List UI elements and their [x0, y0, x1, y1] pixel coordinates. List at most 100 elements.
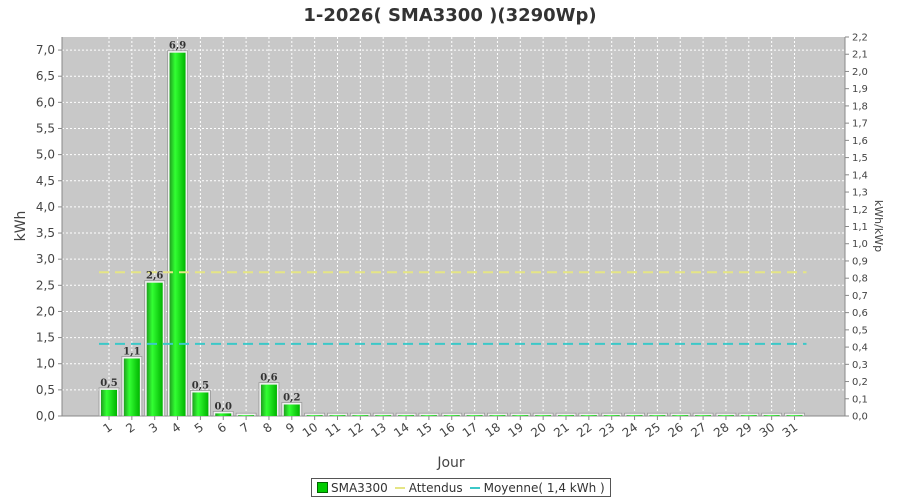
bar-label: 6,9	[169, 41, 186, 52]
right-y-tick-label: 1,7	[852, 119, 868, 130]
bar	[695, 415, 712, 416]
legend-item-attendus: Attendus	[394, 480, 463, 495]
bar-label: 2,6	[146, 271, 163, 282]
bar	[123, 358, 140, 416]
y-tick-label: 5,5	[36, 121, 55, 135]
bar	[466, 415, 483, 416]
right-y-tick-label: 0,3	[852, 360, 868, 371]
x-tick-label: 13	[368, 420, 389, 440]
bar	[260, 384, 277, 416]
bar	[740, 415, 757, 416]
x-tick-label: 9	[283, 420, 297, 436]
right-y-tick-label: 2,1	[852, 50, 868, 61]
legend-item-sma3300: SMA3300	[317, 481, 388, 495]
bar	[558, 415, 574, 416]
y-tick-label: 7,0	[36, 43, 55, 57]
x-tick-label: 28	[711, 420, 732, 440]
right-y-tick-label: 1,0	[852, 239, 868, 250]
right-y-tick-label: 1,1	[852, 222, 868, 233]
right-y-tick-label: 0,2	[852, 377, 868, 388]
bar	[512, 415, 529, 416]
bar	[717, 415, 734, 416]
x-tick-label: 21	[551, 420, 572, 440]
bar	[283, 404, 300, 416]
bar-label: 0,0	[215, 401, 232, 412]
right-y-tick-label: 1,6	[852, 136, 868, 147]
legend-swatch-sma3300	[317, 482, 328, 493]
right-y-tick-label: 1,5	[852, 153, 868, 164]
right-y-tick-label: 0,6	[852, 308, 868, 319]
right-y-tick-label: 1,8	[852, 101, 868, 112]
x-tick-label: 1	[100, 420, 114, 436]
x-tick-label: 25	[643, 420, 664, 440]
right-y-axis: 0,0 0,1 0,2 0,3 0,4 0,5 0,6 0,7 0,8 0,9 1,0 1,1 1,2 1…	[844, 33, 868, 423]
bar-label: 0,6	[260, 373, 277, 384]
x-tick-label: 4	[169, 420, 183, 436]
bar	[101, 389, 117, 416]
x-tick-label: 3	[146, 420, 160, 436]
right-y-axis-label: kWh/kWp	[872, 200, 885, 252]
legend-label-attendus: Attendus	[408, 480, 463, 495]
right-y-tick-label: 0,1	[852, 394, 868, 405]
y-tick-label: 4,5	[36, 174, 55, 188]
plot-area	[62, 37, 845, 416]
right-y-tick-label: 1,4	[852, 170, 868, 181]
x-tick-label: 29	[734, 420, 755, 440]
x-tick-label: 15	[414, 420, 435, 440]
bar	[375, 415, 392, 416]
x-tick-label: 7	[238, 420, 252, 436]
bar	[398, 415, 415, 416]
y-tick-label: 1,0	[36, 357, 55, 371]
grid-lines	[62, 37, 845, 416]
bar	[603, 415, 620, 416]
bar	[580, 415, 597, 416]
x-tick-label: 23	[597, 420, 618, 440]
bar-label: 0,2	[283, 392, 300, 403]
bar-label: 0,5	[192, 380, 209, 391]
x-tick-label: 22	[574, 420, 595, 440]
right-y-tick-label: 0,7	[852, 291, 868, 302]
x-tick-label: 16	[437, 420, 458, 440]
x-tick-label: 18	[483, 420, 504, 440]
bar-data-labels: 0,5 1,1 2,6 6,9 0,5 0,0 0,6 0,2	[100, 41, 300, 413]
left-y-axis: 0,0 0,5 1,0 1,5 2,0 2,5 3,0 3,5 4,0 4,5 5,0 5,5 6,0 6…	[36, 37, 63, 423]
x-tick-label: 24	[620, 420, 641, 440]
legend-item-moyenne: Moyenne( 1,4 kWh )	[469, 481, 605, 495]
right-y-tick-label: 0,8	[852, 274, 868, 285]
bar	[489, 415, 506, 416]
x-axis: 1 2 3 4 5 6 7 8 9 10 11 12 13 14 15 16 17 18 19 20 21 22 23 24 2…	[62, 415, 845, 440]
right-y-tick-label: 0,5	[852, 325, 868, 336]
y-axis-label: kWh	[13, 211, 29, 242]
y-tick-label: 5,0	[36, 148, 55, 162]
legend-label-sma3300: SMA3300	[331, 480, 388, 495]
x-tick-label: 20	[528, 420, 549, 440]
bar	[786, 415, 803, 416]
x-axis-label: Jour	[436, 455, 465, 471]
bar	[535, 415, 552, 416]
y-tick-label: 3,0	[36, 252, 55, 266]
bar	[215, 413, 232, 416]
legend: SMA3300 Attendus Moyenne( 1,4 kWh )	[311, 478, 611, 497]
bar	[192, 392, 209, 416]
x-tick-label: 31	[780, 420, 801, 440]
right-y-tick-label: 0,4	[852, 343, 868, 354]
right-y-tick-label: 1,2	[852, 205, 868, 216]
bar	[306, 415, 323, 416]
bar	[649, 415, 666, 416]
bar	[238, 415, 255, 416]
bar	[352, 415, 369, 416]
right-y-tick-label: 2,0	[852, 67, 868, 78]
x-tick-label: 12	[346, 420, 367, 440]
bar	[420, 415, 437, 416]
x-tick-label: 19	[505, 420, 526, 440]
x-tick-label: 27	[688, 420, 709, 440]
chart-title: 1-2026( SMA3300 )(3290Wp)	[303, 5, 596, 26]
x-tick-label: 11	[323, 420, 344, 440]
legend-swatch-moyenne	[469, 486, 480, 489]
x-tick-label: 30	[757, 420, 778, 440]
y-tick-label: 4,0	[36, 200, 55, 214]
bar	[169, 52, 186, 416]
bar	[443, 415, 460, 416]
right-y-tick-label: 0,9	[852, 256, 868, 267]
